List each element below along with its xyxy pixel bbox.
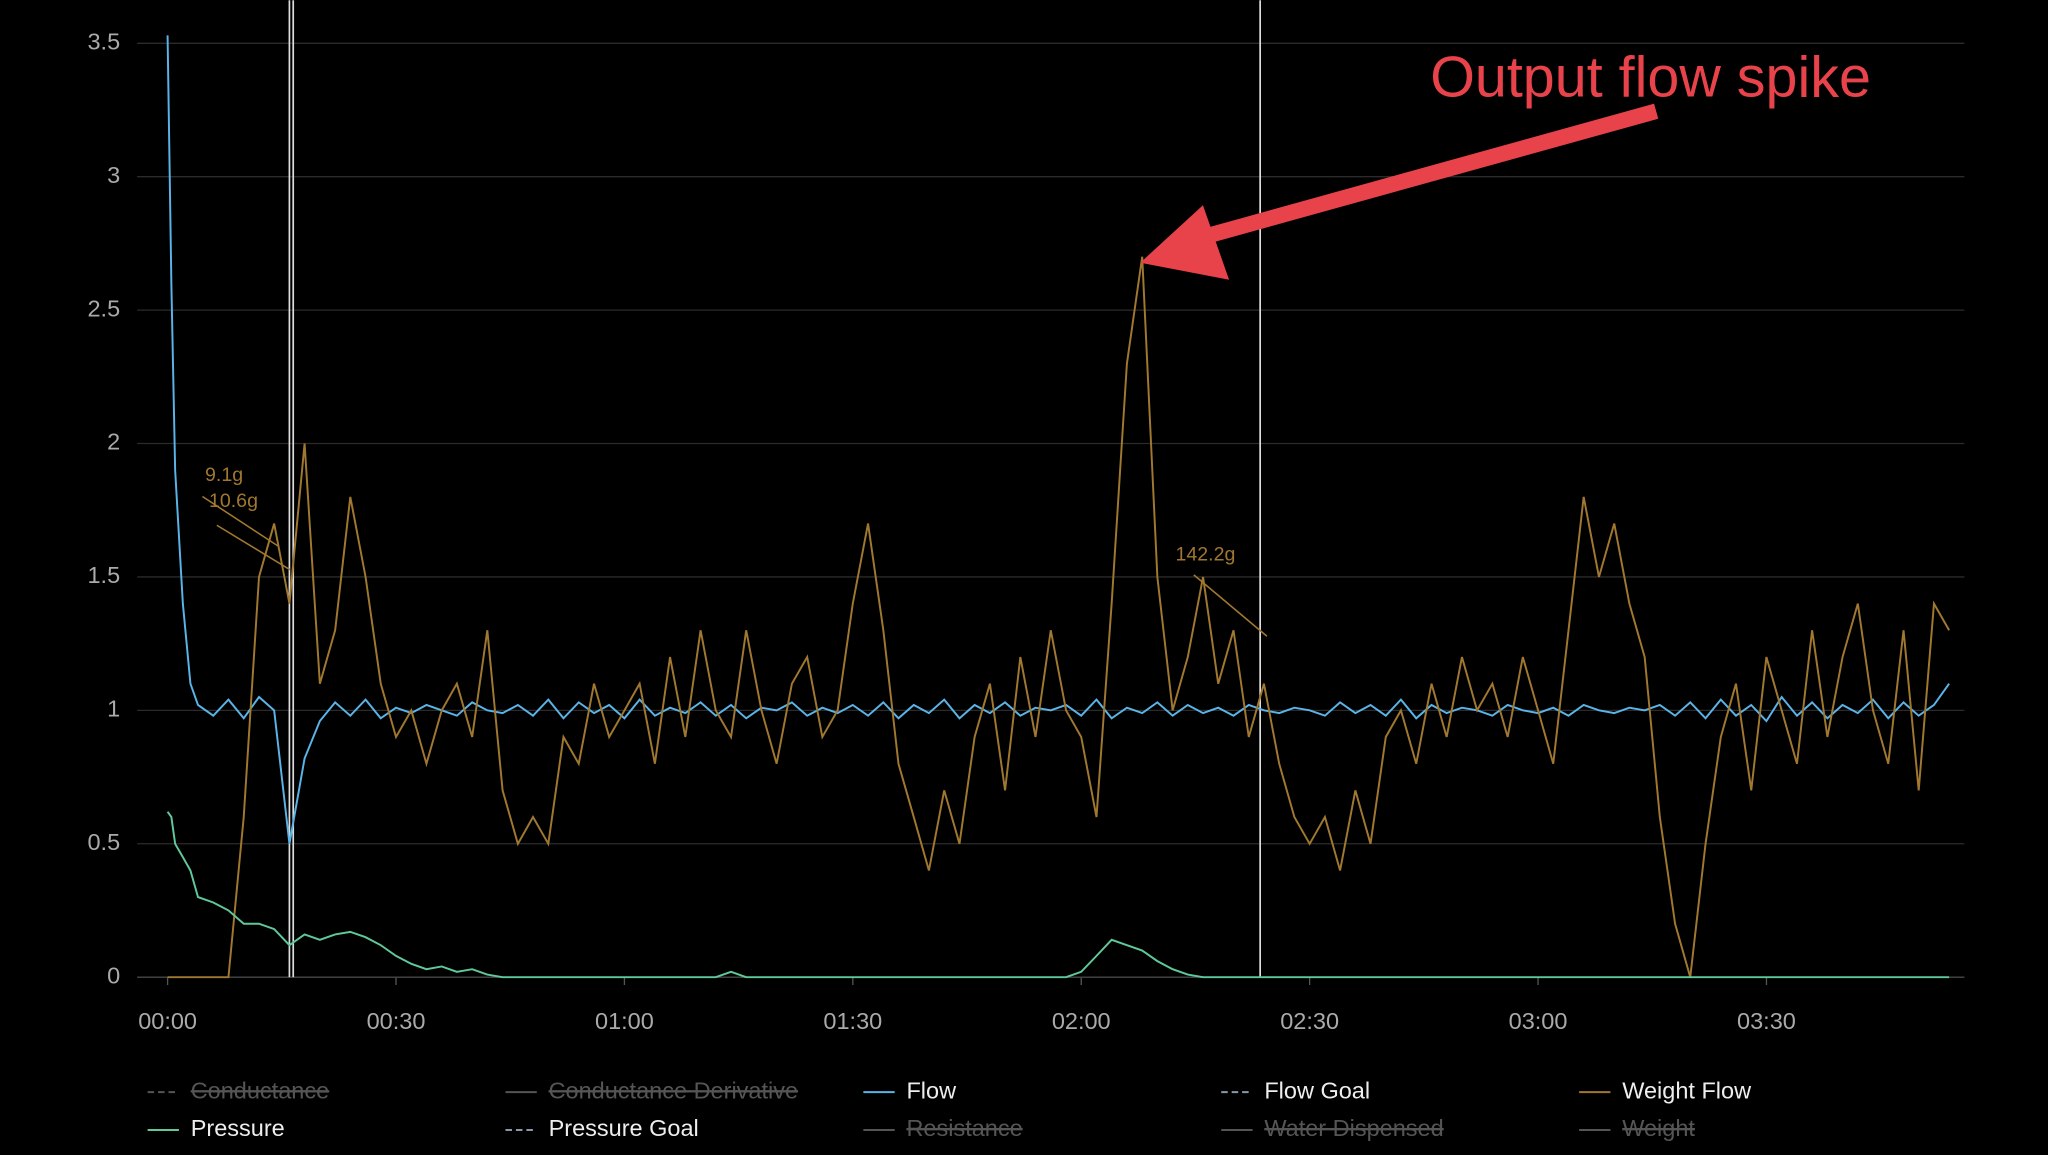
x-tick-label: 03:00 xyxy=(1509,1008,1568,1034)
weight-label: 142.2g xyxy=(1176,543,1236,565)
series-line xyxy=(167,256,1950,979)
leader-line xyxy=(216,524,291,571)
legend-label: Water Dispensed xyxy=(1264,1115,1443,1141)
leader-line xyxy=(1193,574,1268,637)
legend: Conductance Conductance Derivative Flow Flo… xyxy=(147,1077,1752,1141)
leader-line xyxy=(202,495,279,547)
legend-label: Flow Goal xyxy=(1264,1077,1370,1103)
legend-label: Weight Flow xyxy=(1622,1077,1752,1103)
x-tick-label: 03:30 xyxy=(1737,1008,1796,1034)
series-line xyxy=(166,811,1950,979)
y-tick-label: 0.5 xyxy=(87,829,120,855)
y-tick-label: 0 xyxy=(107,962,120,988)
legend-label: Weight xyxy=(1622,1115,1695,1141)
y-tick-label: 1.5 xyxy=(87,562,120,588)
legend-label: Resistance xyxy=(906,1115,1022,1141)
x-tick-label: 01:30 xyxy=(823,1008,882,1034)
arrow xyxy=(1140,103,1659,280)
y-tick-label: 1 xyxy=(107,696,120,722)
y-tick-label: 2 xyxy=(107,429,120,455)
legend-label: Conductance xyxy=(191,1077,330,1103)
y-tick-label: 3 xyxy=(107,162,120,188)
x-tick-label: 00:30 xyxy=(367,1008,426,1034)
legend-label: Pressure Goal xyxy=(549,1115,699,1141)
arrow-head xyxy=(1140,205,1230,280)
series-line xyxy=(166,35,1950,844)
weight-label: 10.6g xyxy=(209,490,258,512)
y-tick-label: 2.5 xyxy=(87,295,120,321)
leader-lines xyxy=(202,495,1268,637)
annotation: Output flow spike xyxy=(1430,45,1871,109)
y-tick-label: 3.5 xyxy=(87,28,120,54)
weight-label: 9.1g xyxy=(205,464,243,486)
x-tick-label: 00:00 xyxy=(138,1008,197,1034)
legend-label: Conductance Derivative xyxy=(549,1077,799,1103)
plot xyxy=(166,0,1950,979)
arrow-shaft xyxy=(1193,103,1659,247)
legend-label: Pressure xyxy=(191,1115,285,1141)
x-tick-label: 01:00 xyxy=(595,1008,654,1034)
x-tick-label: 02:00 xyxy=(1052,1008,1111,1034)
x-tick-label: 02:30 xyxy=(1280,1008,1339,1034)
legend-label: Flow xyxy=(906,1077,957,1103)
